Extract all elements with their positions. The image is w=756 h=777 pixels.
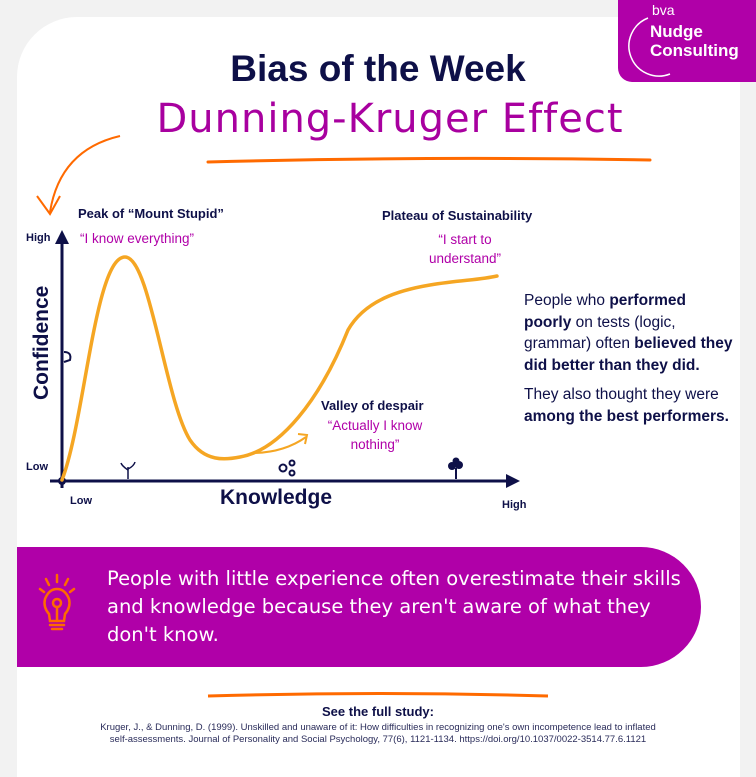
x-low-label: Low: [70, 495, 92, 507]
footer-divider: [207, 692, 549, 698]
logo-name: Nudge Consulting: [650, 22, 739, 60]
valley-arrow: [254, 436, 307, 454]
stage-peak-quote: “I know everything”: [80, 231, 195, 246]
key-insight-banner: People with little experience often over…: [17, 547, 701, 667]
stage-valley-quote: “Actually I know nothing”: [327, 418, 423, 452]
y-axis-label: Confidence: [30, 285, 53, 400]
flexed-arm-icon: [63, 351, 72, 363]
page-subtitle: Dunning-Kruger Effect: [156, 96, 624, 142]
page-title: Bias of the Week: [230, 48, 526, 89]
y-high-label: High: [26, 232, 51, 244]
bva-nudge-consulting-logo: bva Nudge Consulting: [618, 0, 756, 82]
curved-arrow-icon: [49, 135, 121, 213]
dunning-kruger-curve: [60, 255, 499, 482]
sprout-icon: [120, 461, 136, 479]
stage-plateau-label: Plateau of Sustainability: [382, 208, 533, 223]
stage-peak-label: Peak of “Mount Stupid”: [78, 206, 224, 221]
lightbulb-icon: [38, 573, 76, 631]
y-low-label: Low: [26, 461, 48, 473]
finding-2: They also thought they were among the be…: [524, 386, 729, 425]
x-high-label: High: [502, 499, 527, 511]
stage-valley-label: Valley of despair: [321, 398, 424, 413]
logo-brand: bva: [652, 2, 675, 18]
gears-icon: [278, 459, 296, 477]
study-citation[interactable]: Kruger, J., & Dunning, D. (1999). Unskil…: [100, 722, 656, 745]
findings-text: People who performed poorly on tests (lo…: [524, 290, 734, 435]
stage-plateau-quote: “I start to understand”: [428, 232, 502, 266]
logo-arc-icon: [628, 17, 671, 77]
finding-1: People who performed poorly on tests (lo…: [524, 292, 733, 374]
title-underline: [206, 156, 652, 164]
diagram-graphics: [36, 135, 652, 488]
tree-icon: [448, 457, 463, 479]
see-study-heading: See the full study:: [322, 704, 434, 719]
x-axis-label: Knowledge: [220, 486, 333, 509]
banner-text: People with little experience often over…: [107, 567, 681, 646]
